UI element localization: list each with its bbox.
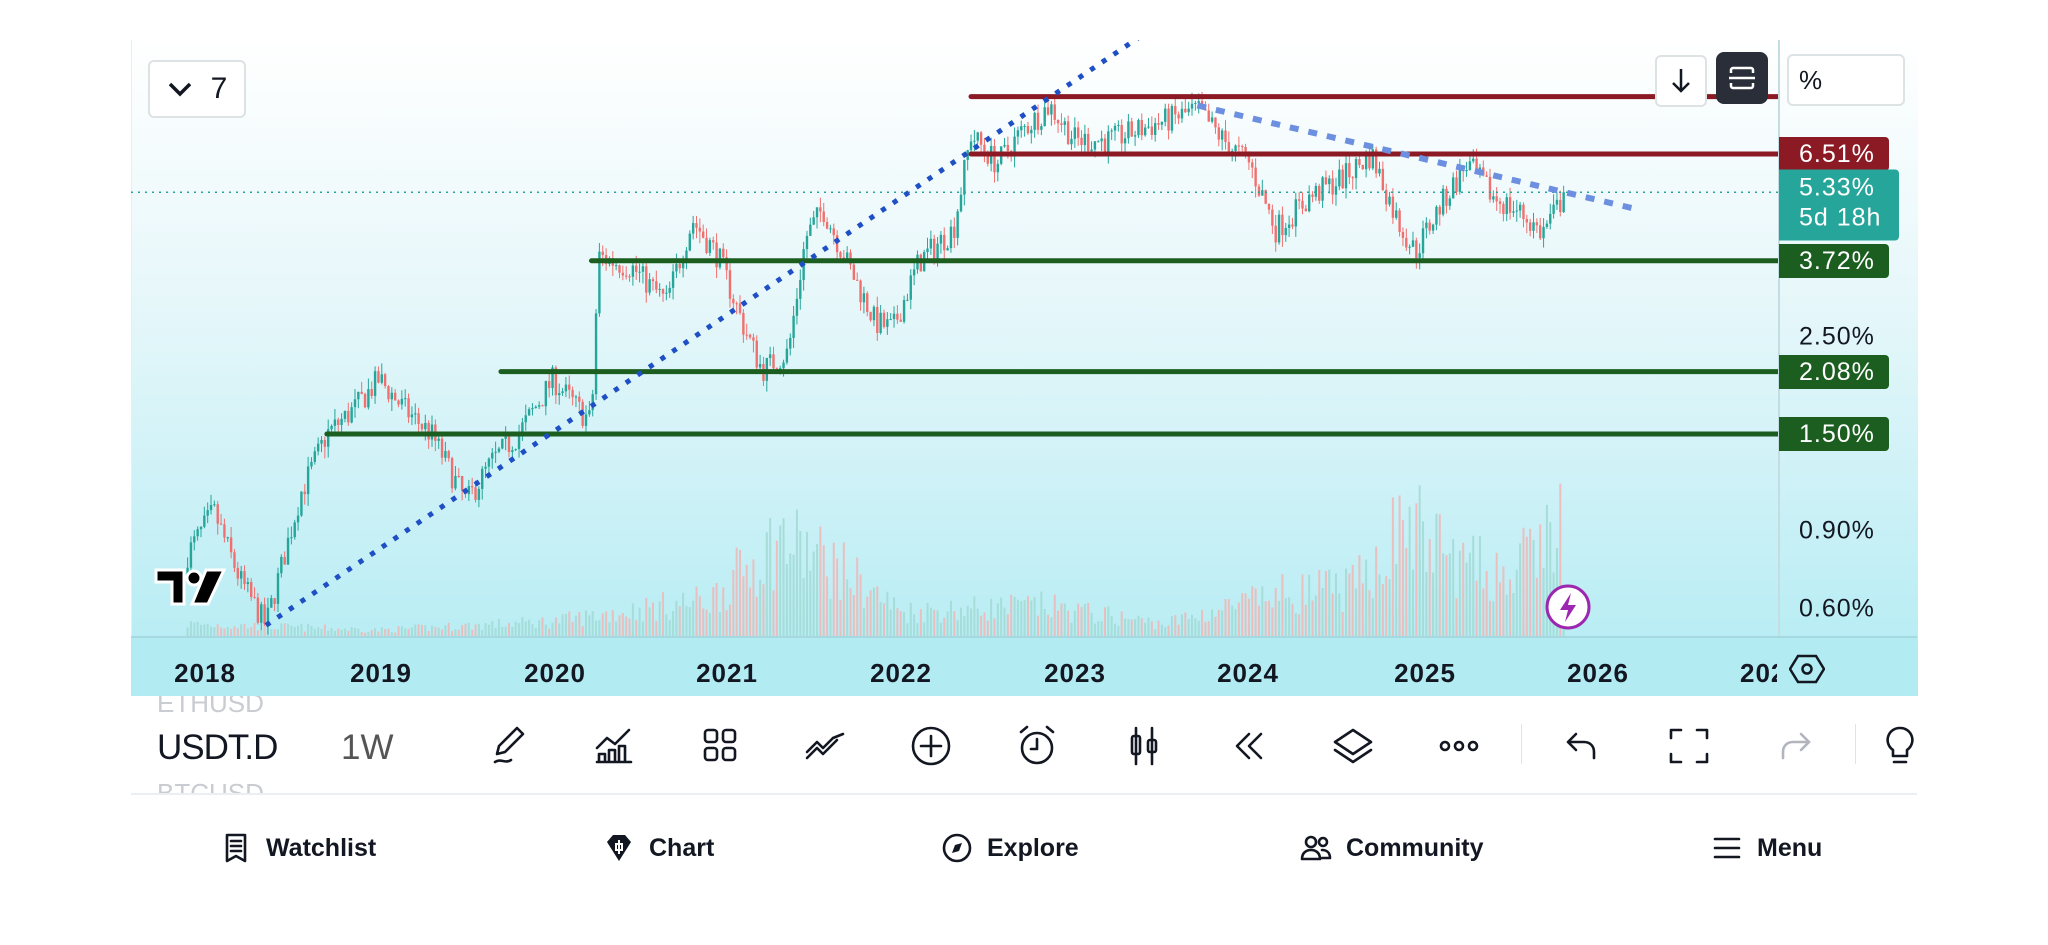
nav-explore[interactable]: Explore (941, 828, 1079, 868)
axis-settings-icon[interactable] (1789, 654, 1825, 684)
scroll-to-latest-button[interactable] (1655, 55, 1707, 107)
current-price: 5.33% (1799, 173, 1875, 202)
arrow-down-icon (1672, 69, 1690, 93)
price-tick: 2.50% (1799, 322, 1875, 351)
price-tick: 0.60% (1799, 594, 1875, 623)
symbol-name[interactable]: USDT.D (157, 728, 278, 767)
toolbar-divider (1855, 724, 1856, 764)
nav-label: Watchlist (266, 833, 377, 862)
compass-icon (942, 833, 972, 863)
price-level-tag: 6.51% (1779, 137, 1889, 172)
price-level-tag: 3.72% (1779, 243, 1889, 278)
fit-frame-icon (1729, 66, 1755, 90)
templates-grid-icon[interactable] (697, 722, 745, 770)
year-label: 2020 (524, 658, 586, 688)
next-symbol[interactable]: BTCUSD (157, 778, 264, 795)
current-price-tag: 5.33% 5d 18h (1779, 169, 1899, 241)
auto-fit-button[interactable] (1716, 52, 1768, 104)
add-plus-icon[interactable] (907, 722, 955, 770)
watchlist-icon (225, 833, 247, 863)
indicators-icon[interactable] (591, 722, 639, 770)
chevron-down-icon (168, 82, 191, 97)
idea-bulb-icon[interactable] (1876, 722, 1917, 770)
chart-type-candles-icon[interactable] (1120, 722, 1168, 770)
trend-lines-icon[interactable] (803, 722, 851, 770)
bar-countdown: 5d 18h (1799, 203, 1882, 232)
community-icon (1300, 835, 1332, 861)
redo-icon[interactable] (1771, 722, 1819, 770)
nav-label: Menu (1757, 833, 1823, 862)
toolbar-divider (1521, 724, 1522, 764)
price-level-tag: 1.50% (1779, 416, 1889, 451)
nav-watchlist[interactable]: Watchlist (220, 828, 376, 868)
year-label: 202 (1740, 658, 1777, 688)
lightning-events-icon[interactable] (1545, 584, 1591, 630)
nav-label: Explore (987, 833, 1079, 862)
year-label: 2023 (1044, 658, 1106, 688)
year-label: 2025 (1394, 658, 1456, 688)
undo-icon[interactable] (1558, 722, 1606, 770)
chart-toolbar: ETHUSD USDT.D 1W BTCUSD (131, 696, 1917, 795)
nav-label: Community (1346, 833, 1484, 862)
replay-icon[interactable] (1225, 722, 1273, 770)
prev-symbol[interactable]: ETHUSD (157, 696, 264, 718)
nav-community[interactable]: Community (1300, 828, 1484, 868)
nav-menu[interactable]: Menu (1711, 828, 1822, 868)
tradingview-logo (154, 568, 226, 606)
year-label: 2018 (174, 658, 236, 688)
price-axis[interactable] (1778, 40, 1919, 636)
fullscreen-icon[interactable] (1665, 722, 1713, 770)
layers-icon[interactable] (1329, 722, 1377, 770)
collapse-count: 7 (210, 72, 228, 105)
year-label: 2021 (696, 658, 758, 688)
menu-icon (1713, 837, 1741, 859)
interval-button[interactable]: 1W (341, 728, 394, 767)
scale-mode-field[interactable]: % (1787, 54, 1905, 106)
year-label: 2019 (350, 658, 412, 688)
time-axis[interactable]: 2018 2019 2020 2021 2022 2023 2024 2025 2026 202 (131, 636, 1917, 698)
year-label: 2024 (1217, 658, 1279, 688)
alert-clock-icon[interactable] (1013, 722, 1061, 770)
price-tick: 0.90% (1799, 516, 1875, 545)
price-level-tag: 2.08% (1779, 354, 1889, 389)
nav-chart[interactable]: Chart (603, 828, 714, 868)
chart-area[interactable] (131, 40, 1918, 696)
scale-mode-value: % (1799, 64, 1823, 95)
draw-pen-icon[interactable] (487, 722, 535, 770)
year-label: 2026 (1567, 658, 1629, 688)
more-dots-icon[interactable] (1435, 722, 1483, 770)
year-label: 2022 (870, 658, 932, 688)
nav-label: Chart (649, 833, 715, 862)
chart-icon (607, 835, 631, 861)
collapse-indicators-button[interactable]: 7 (148, 60, 246, 118)
